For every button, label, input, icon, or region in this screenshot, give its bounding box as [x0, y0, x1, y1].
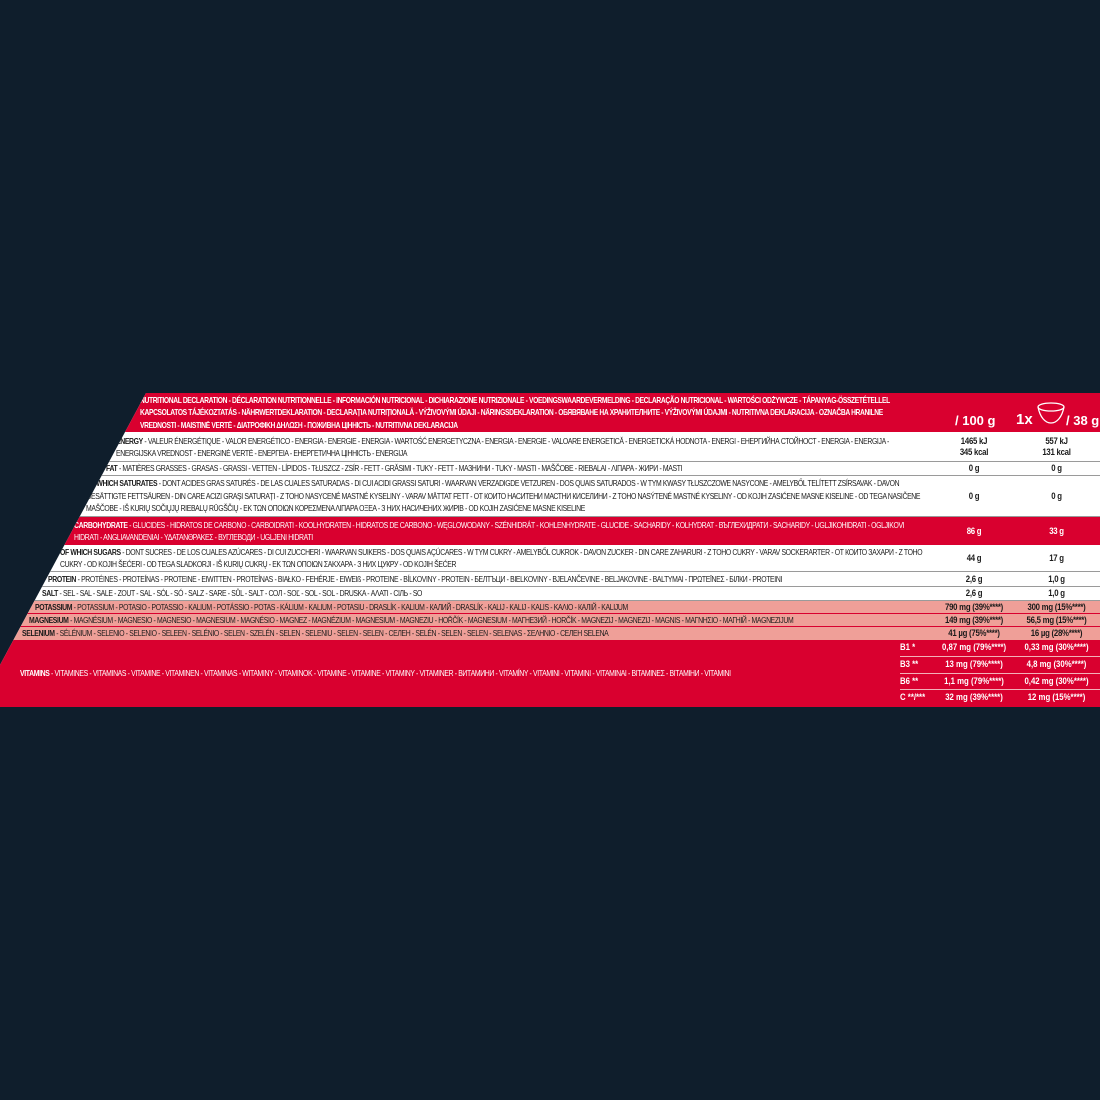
- per-serving-header: / 38 g: [1066, 413, 1100, 428]
- row-saturates: OF WHICH SATURATES - DONT ACIDES GRAS SA…: [0, 476, 1100, 517]
- row-vitamins: VITAMINS - VITAMINES - VITAMINAS - VITAM…: [0, 640, 1100, 707]
- value-per-100g: 13 mg (79%****): [945, 658, 1003, 670]
- value-per-100g: 149 mg (39%****): [945, 614, 1003, 626]
- vitamin-name: B6 **: [900, 675, 919, 687]
- value-per-serving: 0,42 mg (30%****): [1024, 675, 1089, 687]
- value-per-100g: 790 mg (39%****): [945, 601, 1003, 613]
- value-per-100g: 32 mg (39%****): [945, 692, 1003, 704]
- vitamin-b1: B1 * 0,87 mg (79%****) 0,33 mg (30%****): [900, 640, 1100, 657]
- bowl-icon: [1037, 402, 1065, 424]
- row-salt: SALT - SEL - SAL - SALE - ZOUT - SAL - S…: [0, 587, 1100, 601]
- value-per-serving: 0 g: [1051, 463, 1062, 474]
- vitamin-name: B3 **: [900, 658, 919, 670]
- row-label: FAT - MATIÈRES GRASSES - GRASAS - GRASSI…: [106, 463, 683, 474]
- row-energy: ENERGY - VALEUR ÉNERGÉTIQUE - VALOR ENER…: [0, 433, 1100, 462]
- value-per-serving: 17 g: [1049, 552, 1064, 564]
- value-per-100g: 2,6 g: [965, 573, 983, 585]
- vitamin-b3: B3 ** 13 mg (79%****) 4,8 mg (30%****): [900, 657, 1100, 674]
- row-label: CARBOHYDRATE - GLUCIDES - HIDRATOS DE CA…: [74, 519, 905, 543]
- value-per-serving: 16 µg (28%****): [1030, 628, 1083, 639]
- value-per-100g: 44 g: [966, 552, 982, 564]
- value-per-100g: 2,6 g: [965, 588, 983, 599]
- row-label: MAGNESIUM - MAGNÉSIUM - MAGNESIO - MAGNE…: [29, 614, 794, 625]
- row-carbohydrate: CARBOHYDRATE - GLUCIDES - HIDRATOS DE CA…: [0, 517, 1100, 545]
- row-label: PROTEIN - PROTÉINES - PROTEÍNAS - PROTEI…: [48, 573, 782, 584]
- value-per-100g: 0 g: [968, 463, 980, 474]
- value-per-serving: 300 mg (15%****): [1027, 601, 1086, 613]
- value-per-serving: 0 g: [1051, 490, 1062, 502]
- value-per-100g: 1,1 mg (79%****): [944, 675, 1004, 687]
- vitamin-name: B1 *: [900, 642, 916, 653]
- value-per-serving: 33 g: [1049, 525, 1064, 537]
- value-per-100g: 0,87 mg (79%****): [942, 642, 1007, 653]
- row-fat: FAT - MATIÈRES GRASSES - GRASAS - GRASSI…: [0, 462, 1100, 476]
- nutrition-label: NUTRITIONAL DECLARATION - DÉCLARATION NU…: [0, 393, 1100, 707]
- row-label: ENERGY - VALEUR ÉNERGÉTIQUE - VALOR ENER…: [116, 435, 889, 459]
- vitamin-name: C **/***: [900, 692, 926, 704]
- row-magnesium: MAGNESIUM - MAGNÉSIUM - MAGNESIO - MAGNE…: [0, 614, 1100, 627]
- value-per-serving: 4,8 mg (30%****): [1026, 658, 1087, 670]
- vitamin-b6: B6 ** 1,1 mg (79%****) 0,42 mg (30%****): [900, 674, 1100, 691]
- value-per-100g: 41 µg (75%****): [948, 628, 1000, 639]
- row-protein: PROTEIN - PROTÉINES - PROTEÍNAS - PROTEI…: [0, 572, 1100, 587]
- row-label: OF WHICH SUGARS - DONT SUCRES - DE LOS C…: [60, 546, 923, 570]
- row-potassium: POTASSIUM - POTASSIUM - POTASIO - POTASS…: [0, 601, 1100, 614]
- header-title: NUTRITIONAL DECLARATION - DÉCLARATION NU…: [140, 394, 890, 430]
- value-per-serving: 56,5 mg (15%****): [1026, 614, 1087, 626]
- row-selenium: SELENIUM - SÉLÉNIUM - SELENIO - SELENIO …: [0, 627, 1100, 640]
- value-per-100g: 0 g: [968, 490, 980, 502]
- value-per-serving: 1,0 g: [1048, 588, 1065, 599]
- value-per-serving: 12 mg (15%****): [1027, 692, 1086, 704]
- value-per-serving: 557 kJ 131 kcal: [1042, 436, 1071, 458]
- row-label: VITAMINS - VITAMINES - VITAMINAS - VITAM…: [20, 668, 731, 679]
- serving-count: 1x: [1016, 411, 1033, 428]
- row-label: SELENIUM - SÉLÉNIUM - SELENIO - SELENIO …: [22, 628, 609, 639]
- row-label: OF WHICH SATURATES - DONT ACIDES GRAS SA…: [86, 478, 921, 514]
- value-per-serving: 1,0 g: [1048, 573, 1065, 585]
- row-label: SALT - SEL - SAL - SALE - ZOUT - SAL - S…: [42, 588, 423, 599]
- label-header: NUTRITIONAL DECLARATION - DÉCLARATION NU…: [0, 393, 1100, 432]
- value-per-serving: 0,33 mg (30%****): [1024, 642, 1089, 653]
- vitamin-c: C **/*** 32 mg (39%****) 12 mg (15%****): [900, 690, 1100, 707]
- row-sugars: OF WHICH SUGARS - DONT SUCRES - DE LOS C…: [0, 545, 1100, 572]
- value-per-100g: 1465 kJ 345 kcal: [959, 436, 989, 458]
- value-per-100g: 86 g: [966, 525, 982, 537]
- header-title-wrap: NUTRITIONAL DECLARATION - DÉCLARATION NU…: [140, 393, 910, 432]
- row-label: POTASSIUM - POTASSIUM - POTASIO - POTASS…: [35, 601, 628, 612]
- per-100g-header: / 100 g: [955, 413, 996, 428]
